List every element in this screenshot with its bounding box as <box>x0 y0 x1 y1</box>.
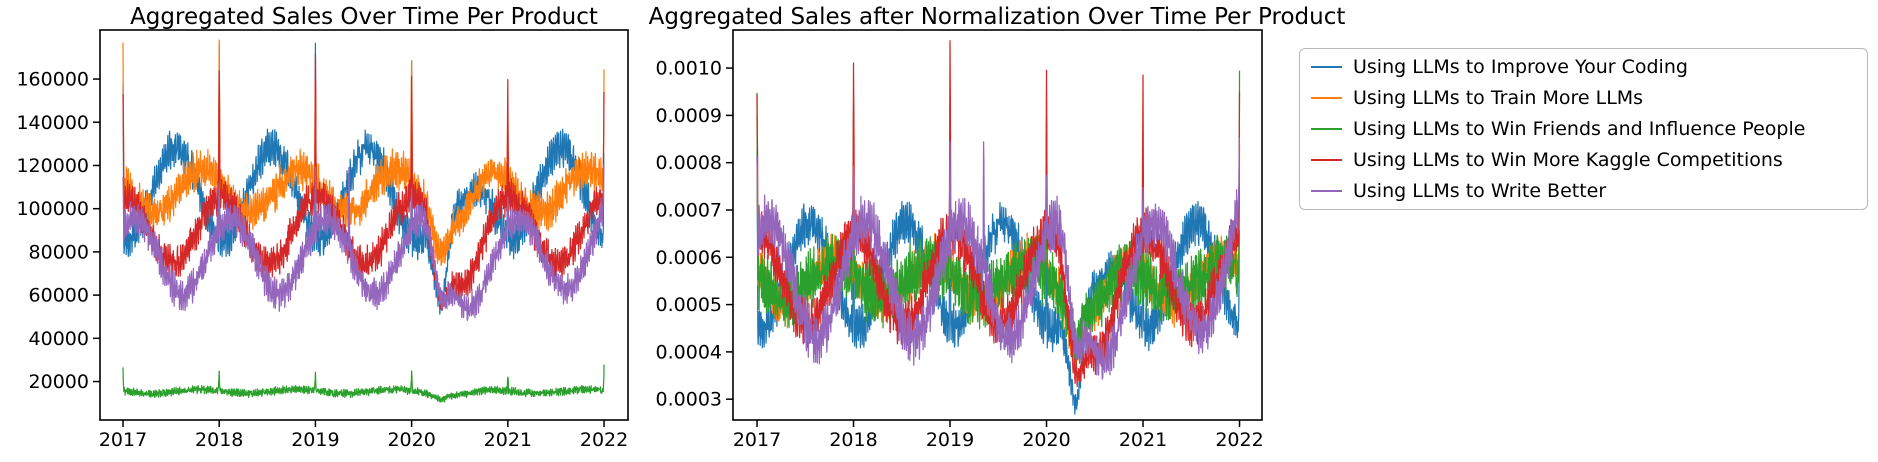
legend-item-label: Using LLMs to Write Better <box>1353 179 1607 202</box>
y-tick-label: 0.0007 <box>656 199 722 221</box>
series-line-using-llms-to-win-friends-and-influence-people <box>756 70 1241 365</box>
y-tick-label: 40000 <box>29 328 89 350</box>
legend-line-swatch <box>1311 158 1342 161</box>
y-tick-label: 0.0008 <box>656 152 722 174</box>
legend-line-swatch <box>1311 97 1342 100</box>
legend-item-label: Using LLMs to Win Friends and Influence … <box>1353 117 1806 140</box>
legend-line-swatch <box>1311 189 1342 192</box>
y-tick-label: 0.0005 <box>656 294 722 316</box>
legend-item: Using LLMs to Train More LLMs <box>1306 83 1861 114</box>
x-tick-label: 2022 <box>580 429 628 451</box>
x-tick-label: 2020 <box>387 429 435 451</box>
y-tick-label: 140000 <box>16 112 89 134</box>
x-tick-label: 2017 <box>99 429 147 451</box>
legend-line-swatch <box>1311 127 1342 130</box>
y-tick-label: 60000 <box>29 285 89 307</box>
x-tick-label: 2018 <box>829 429 877 451</box>
legend-item: Using LLMs to Win More Kaggle Competitio… <box>1306 144 1861 175</box>
x-tick-label: 2017 <box>733 429 781 451</box>
y-tick-label: 20000 <box>29 371 89 393</box>
x-tick-label: 2018 <box>195 429 243 451</box>
y-tick-label: 160000 <box>16 69 89 91</box>
x-tick-label: 2019 <box>926 429 974 451</box>
legend-item-label: Using LLMs to Train More LLMs <box>1353 87 1644 110</box>
y-tick-label: 0.0006 <box>656 247 722 269</box>
y-tick-label: 0.0003 <box>656 389 722 411</box>
x-tick-label: 2022 <box>1215 429 1263 451</box>
axis-ticks: 2017 2018 2019 2020 2021 2022 0.0003 0.0004 0.00… <box>656 58 1264 451</box>
x-tick-label: 2021 <box>1119 429 1167 451</box>
legend-item: Using LLMs to Write Better <box>1306 175 1861 206</box>
axes-frame <box>732 29 1263 421</box>
series-line-using-llms-to-write-better <box>122 164 605 322</box>
x-tick-label: 2021 <box>484 429 532 451</box>
legend-item: Using LLMs to Win Friends and Influence … <box>1306 114 1861 145</box>
right-plot-title: Aggregated Sales after Normalization Ove… <box>648 4 1346 30</box>
y-tick-label: 100000 <box>16 198 89 220</box>
left-plot-title: Aggregated Sales Over Time Per Product <box>130 4 598 30</box>
right-plot: 2017 2018 2019 2020 2021 2022 0.0003 0.0004 0.00… <box>656 29 1264 451</box>
series-line-using-llms-to-write-better <box>756 137 1241 380</box>
legend-line-swatch <box>1311 66 1342 69</box>
legend-item-label: Using LLMs to Improve Your Coding <box>1353 56 1688 79</box>
y-tick-label: 0.0009 <box>656 105 722 127</box>
x-tick-label: 2019 <box>291 429 339 451</box>
x-tick-label: 2020 <box>1022 429 1070 451</box>
axes-frame <box>99 29 629 421</box>
series-line-using-llms-to-win-friends-and-influence-people <box>122 364 605 403</box>
y-tick-label: 0.0010 <box>656 58 722 80</box>
y-tick-label: 0.0004 <box>656 341 722 363</box>
legend-box: Using LLMs to Improve Your Coding Using L… <box>1299 48 1868 210</box>
legend-item-label: Using LLMs to Win More Kaggle Competitio… <box>1353 148 1783 171</box>
y-tick-label: 120000 <box>16 155 89 177</box>
left-plot: 2017 2018 2019 2020 2021 2022 20000 40000 60000 8… <box>16 29 629 451</box>
y-tick-label: 80000 <box>29 241 89 263</box>
series-line-using-llms-to-win-more-kaggle-competitions <box>756 40 1241 388</box>
series-line-using-llms-to-win-more-kaggle-competitions <box>122 53 605 312</box>
legend-item: Using LLMs to Improve Your Coding <box>1306 52 1861 83</box>
axis-ticks: 2017 2018 2019 2020 2021 2022 20000 40000 60000 8… <box>16 69 628 451</box>
